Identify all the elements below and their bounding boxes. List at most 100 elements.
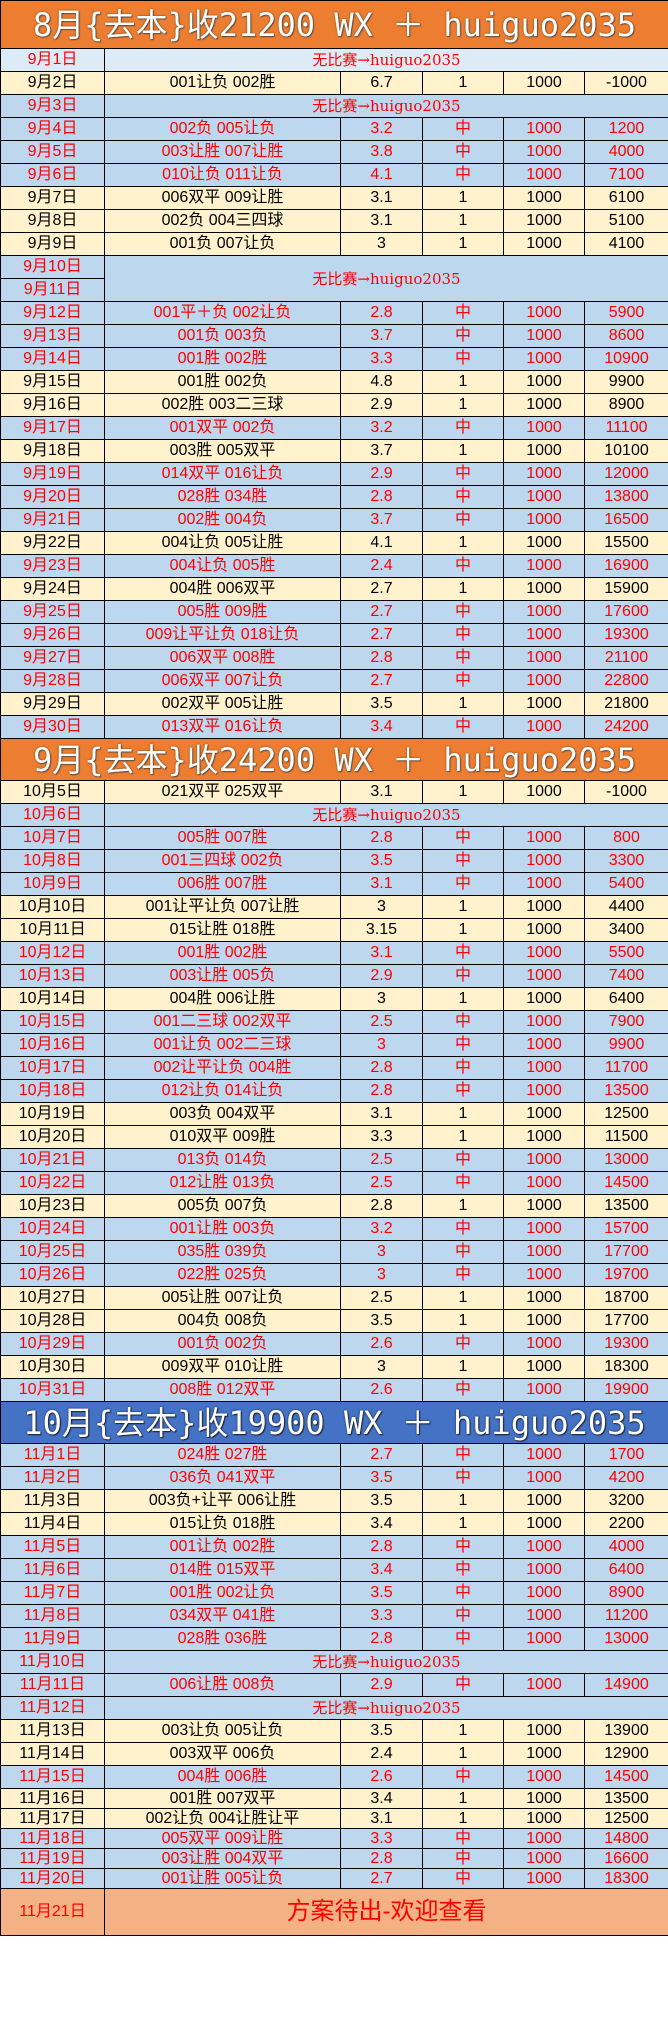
picks-cell: 001二三球 002双平 — [104, 1010, 341, 1034]
total-cell: 7900 — [584, 1010, 668, 1034]
total-cell: 2200 — [584, 1512, 668, 1536]
date-cell: 9月6日 — [0, 163, 105, 187]
result-cell: 中 — [422, 1332, 504, 1356]
stake-cell: 1000 — [503, 623, 585, 647]
result-cell: 1 — [422, 692, 504, 716]
odds-cell: 3.4 — [340, 1558, 423, 1582]
table-row: 9月6日 010让负 011让负 4.1 中 1000 7100 — [0, 163, 668, 187]
total-cell: 16600 — [584, 1848, 668, 1869]
date-cell: 9月8日 — [0, 209, 105, 233]
date-cell: 10月29日 — [0, 1332, 105, 1356]
result-cell: 中 — [422, 1627, 504, 1651]
odds-cell: 3.2 — [340, 117, 423, 141]
pending-row: 11月21日 方案待出-欢迎查看 — [0, 1888, 668, 1936]
result-cell: 1 — [422, 1355, 504, 1379]
odds-cell: 3 — [340, 1355, 423, 1379]
table-row: 11月15日 004胜 006胜 2.6 中 1000 14500 — [0, 1765, 668, 1789]
picks-cell: 003让负 005让负 — [104, 1719, 341, 1743]
stake-cell: 1000 — [503, 186, 585, 210]
date-cell: 9月18日 — [0, 439, 105, 463]
date-cell: 10月28日 — [0, 1309, 105, 1333]
total-cell: 24200 — [584, 715, 668, 739]
date-cell: 9月17日 — [0, 416, 105, 440]
result-cell: 中 — [422, 485, 504, 509]
result-cell: 1 — [422, 232, 504, 256]
date-cell: 10月9日 — [0, 872, 105, 896]
date-cell: 10月12日 — [0, 941, 105, 965]
stake-cell: 1000 — [503, 964, 585, 988]
total-cell: 21100 — [584, 646, 668, 670]
odds-cell: 2.5 — [340, 1148, 423, 1172]
total-cell: 10100 — [584, 439, 668, 463]
picks-cell: 002让平让负 004胜 — [104, 1056, 341, 1080]
table-row: 9月5日 003让胜 007让胜 3.8 中 1000 4000 — [0, 140, 668, 164]
result-cell: 中 — [422, 1056, 504, 1080]
stake-cell: 1000 — [503, 646, 585, 670]
date-cell: 11月1日 — [0, 1443, 105, 1467]
table-row: 9月24日 004胜 006双平 2.7 1 1000 15900 — [0, 577, 668, 601]
picks-cell: 001负 007让负 — [104, 232, 341, 256]
stake-cell: 1000 — [503, 1828, 585, 1849]
odds-cell: 4.1 — [340, 163, 423, 187]
result-cell: 中 — [422, 1079, 504, 1103]
table-row: 10月15日 001二三球 002双平 2.5 中 1000 7900 — [0, 1010, 668, 1034]
stake-cell: 1000 — [503, 416, 585, 440]
picks-cell: 001胜 002让负 — [104, 1581, 341, 1605]
table-row: 10月31日 008胜 012双平 2.6 中 1000 19900 — [0, 1378, 668, 1402]
picks-cell: 006双平 007让负 — [104, 669, 341, 693]
result-cell: 中 — [422, 1466, 504, 1490]
odds-cell: 3.15 — [340, 918, 423, 942]
picks-cell: 001胜 002胜 — [104, 941, 341, 965]
stake-cell: 1000 — [503, 1719, 585, 1743]
odds-cell: 3 — [340, 232, 423, 256]
result-cell: 1 — [422, 1125, 504, 1149]
date-cell: 10月18日 — [0, 1079, 105, 1103]
picks-cell: 005胜 007胜 — [104, 826, 341, 850]
stake-cell: 1000 — [503, 1217, 585, 1241]
result-cell: 1 — [422, 987, 504, 1011]
result-cell: 1 — [422, 393, 504, 417]
table-row: 11月4日 015让负 018胜 3.4 1 1000 2200 — [0, 1512, 668, 1536]
result-cell: 1 — [422, 531, 504, 555]
result-cell: 中 — [422, 872, 504, 896]
table-row: 10月11日 015让胜 018胜 3.15 1 1000 3400 — [0, 918, 668, 942]
table-row: 9月22日 004让负 005让胜 4.1 1 1000 15500 — [0, 531, 668, 555]
result-cell: 中 — [422, 1828, 504, 1849]
odds-cell: 3.2 — [340, 1217, 423, 1241]
picks-cell: 028胜 034胜 — [104, 485, 341, 509]
picks-cell: 002负 005让负 — [104, 117, 341, 141]
table-row: 10月16日 001让负 002二三球 3 中 1000 9900 — [0, 1033, 668, 1057]
table-row: 11月20日 001让胜 005让负 2.7 中 1000 18300 — [0, 1868, 668, 1889]
table-row: 9月7日 006双平 009让胜 3.1 1 1000 6100 — [0, 186, 668, 210]
picks-cell: 004胜 006让胜 — [104, 987, 341, 1011]
odds-cell: 3 — [340, 895, 423, 919]
table-row: 9月14日 001胜 002胜 3.3 中 1000 10900 — [0, 347, 668, 371]
odds-cell: 3.4 — [340, 715, 423, 739]
date-cell: 11月13日 — [0, 1719, 105, 1743]
stake-cell: 1000 — [503, 1558, 585, 1582]
picks-cell: 014双平 016让负 — [104, 462, 341, 486]
date-cell: 10月31日 — [0, 1378, 105, 1402]
section-title: 9月{去本}收24200 WX ＋ huiguo2035 — [0, 738, 668, 781]
date-cell: 10月20日 — [0, 1125, 105, 1149]
stake-cell: 1000 — [503, 918, 585, 942]
odds-cell: 2.8 — [340, 1535, 423, 1559]
table-row: 9月9日 001负 007让负 3 1 1000 4100 — [0, 232, 668, 256]
result-cell: 1 — [422, 1808, 504, 1829]
table-row: 10月27日 005让胜 007让负 2.5 1 1000 18700 — [0, 1286, 668, 1310]
odds-cell: 3.5 — [340, 1309, 423, 1333]
odds-cell: 2.8 — [340, 1056, 423, 1080]
date-cell: 9月21日 — [0, 508, 105, 532]
picks-cell: 035胜 039负 — [104, 1240, 341, 1264]
date-cell: 11月20日 — [0, 1868, 105, 1889]
total-cell: 13500 — [584, 1079, 668, 1103]
table-row: 11月9日 028胜 036胜 2.8 中 1000 13000 — [0, 1627, 668, 1651]
total-cell: 18300 — [584, 1355, 668, 1379]
odds-cell: 2.7 — [340, 623, 423, 647]
odds-cell: 3.4 — [340, 1512, 423, 1536]
result-cell: 1 — [422, 1512, 504, 1536]
picks-cell: 005胜 009胜 — [104, 600, 341, 624]
odds-cell: 3.1 — [340, 1102, 423, 1126]
total-cell: 4000 — [584, 140, 668, 164]
total-cell: 7100 — [584, 163, 668, 187]
